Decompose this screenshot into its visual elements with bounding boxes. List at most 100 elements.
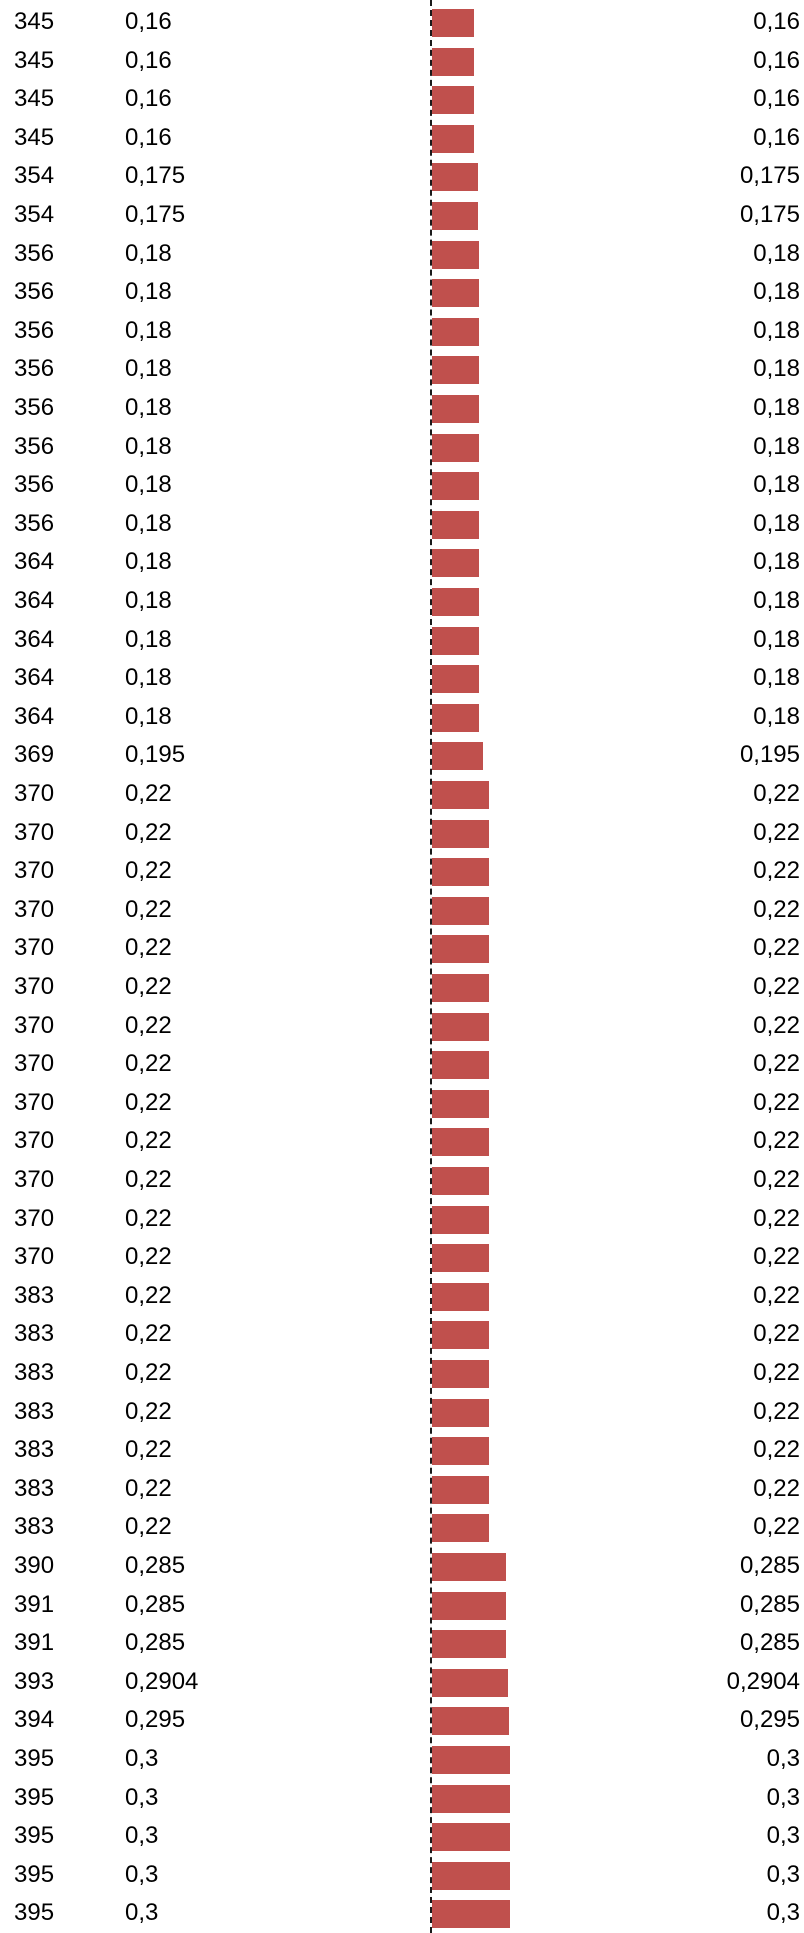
bar-data-label: 0,18 bbox=[753, 432, 800, 460]
rank-cell: 391 bbox=[14, 1629, 55, 1657]
bar bbox=[432, 1900, 511, 1929]
table-row: 354 0,175 0,175 bbox=[0, 157, 804, 196]
bar-data-label: 0,22 bbox=[753, 1320, 800, 1348]
bar bbox=[432, 1630, 507, 1659]
value-cell: 0,22 bbox=[125, 1359, 172, 1386]
bar-data-label: 0,22 bbox=[753, 857, 800, 885]
bar bbox=[432, 1244, 490, 1273]
bar bbox=[432, 124, 474, 153]
rank-cell: 383 bbox=[14, 1513, 55, 1541]
bar-data-label: 0,285 bbox=[739, 1590, 800, 1618]
table-row: 369 0,195 0,195 bbox=[0, 736, 804, 775]
value-cell: 0,22 bbox=[125, 973, 172, 1000]
bar-data-label: 0,22 bbox=[753, 895, 800, 923]
rank-cell: 345 bbox=[14, 85, 55, 113]
value-cell: 0,2904 bbox=[125, 1667, 199, 1695]
bar bbox=[432, 1823, 511, 1852]
table-row: 370 0,22 0,22 bbox=[0, 1122, 804, 1161]
bar-data-label: 0,3 bbox=[766, 1860, 800, 1888]
bar bbox=[432, 1012, 490, 1041]
bar bbox=[432, 86, 474, 115]
value-cell: 0,195 bbox=[125, 741, 186, 769]
axis-line bbox=[430, 0, 432, 1933]
value-cell: 0,18 bbox=[125, 432, 172, 460]
rank-cell: 356 bbox=[14, 239, 55, 267]
table-row: 370 0,22 0,22 bbox=[0, 852, 804, 891]
bar-data-label: 0,18 bbox=[753, 394, 800, 421]
table-row: 383 0,22 0,22 bbox=[0, 1315, 804, 1354]
bar-data-label: 0,285 bbox=[739, 1629, 800, 1657]
bar-data-label: 0,22 bbox=[753, 818, 800, 846]
value-cell: 0,22 bbox=[125, 857, 172, 885]
table-row: 391 0,285 0,285 bbox=[0, 1624, 804, 1663]
rank-cell: 354 bbox=[14, 162, 55, 190]
bar bbox=[432, 9, 474, 37]
value-cell: 0,22 bbox=[125, 780, 172, 807]
value-cell: 0,18 bbox=[125, 702, 172, 730]
table-row: 370 0,22 0,22 bbox=[0, 1084, 804, 1123]
bar bbox=[432, 974, 490, 1002]
table-row: 354 0,175 0,175 bbox=[0, 196, 804, 235]
bar bbox=[432, 1514, 490, 1543]
value-cell: 0,285 bbox=[125, 1629, 186, 1657]
value-cell: 0,22 bbox=[125, 1204, 172, 1232]
bar bbox=[432, 896, 490, 925]
rank-cell: 345 bbox=[14, 123, 55, 151]
value-cell: 0,22 bbox=[125, 1474, 172, 1502]
bar bbox=[432, 1321, 490, 1350]
rank-cell: 383 bbox=[14, 1320, 55, 1348]
table-row: 395 0,3 0,3 bbox=[0, 1740, 804, 1779]
bar bbox=[432, 1707, 510, 1736]
bar-data-label: 0,18 bbox=[753, 509, 800, 537]
value-cell: 0,22 bbox=[125, 1320, 172, 1348]
rank-cell: 356 bbox=[14, 394, 55, 421]
value-cell: 0,18 bbox=[125, 355, 172, 383]
rank-cell: 370 bbox=[14, 895, 55, 923]
table-row: 370 0,22 0,22 bbox=[0, 775, 804, 814]
rank-cell: 395 bbox=[14, 1745, 55, 1772]
rank-cell: 370 bbox=[14, 1166, 55, 1193]
bar-data-label: 0,18 bbox=[753, 355, 800, 383]
rank-cell: 356 bbox=[14, 509, 55, 537]
value-cell: 0,18 bbox=[125, 278, 172, 306]
bar bbox=[432, 1398, 490, 1427]
value-cell: 0,22 bbox=[125, 1436, 172, 1464]
bar bbox=[432, 588, 480, 616]
bar-data-label: 0,175 bbox=[739, 162, 800, 190]
rank-cell: 364 bbox=[14, 625, 55, 653]
bar bbox=[432, 549, 480, 578]
bar bbox=[432, 858, 490, 887]
value-cell: 0,3 bbox=[125, 1899, 159, 1927]
value-cell: 0,22 bbox=[125, 1050, 172, 1078]
bar-data-label: 0,18 bbox=[753, 278, 800, 306]
value-cell: 0,18 bbox=[125, 548, 172, 576]
bar-data-label: 0,16 bbox=[753, 123, 800, 151]
table-row: 383 0,22 0,22 bbox=[0, 1277, 804, 1316]
rank-cell: 394 bbox=[14, 1706, 55, 1734]
value-cell: 0,18 bbox=[125, 587, 172, 614]
bar-data-label: 0,16 bbox=[753, 85, 800, 113]
bar-data-label: 0,22 bbox=[753, 1436, 800, 1464]
bar bbox=[432, 626, 480, 655]
table-row: 345 0,16 0,16 bbox=[0, 80, 804, 119]
bar-data-label: 0,22 bbox=[753, 1513, 800, 1541]
table-row: 390 0,285 0,285 bbox=[0, 1547, 804, 1586]
bar bbox=[432, 703, 480, 732]
bar-data-label: 0,16 bbox=[753, 8, 800, 35]
value-cell: 0,22 bbox=[125, 895, 172, 923]
table-row: 345 0,16 0,16 bbox=[0, 42, 804, 81]
bar bbox=[432, 472, 480, 501]
value-cell: 0,18 bbox=[125, 471, 172, 499]
value-cell: 0,16 bbox=[125, 85, 172, 113]
rank-cell: 356 bbox=[14, 471, 55, 499]
table-row: 394 0,295 0,295 bbox=[0, 1701, 804, 1740]
value-cell: 0,22 bbox=[125, 1011, 172, 1039]
value-cell: 0,18 bbox=[125, 509, 172, 537]
table-row: 370 0,22 0,22 bbox=[0, 1238, 804, 1277]
bar bbox=[432, 1668, 508, 1697]
value-cell: 0,18 bbox=[125, 316, 172, 344]
bar bbox=[432, 1167, 490, 1195]
rank-cell: 391 bbox=[14, 1590, 55, 1618]
rank-cell: 383 bbox=[14, 1359, 55, 1386]
